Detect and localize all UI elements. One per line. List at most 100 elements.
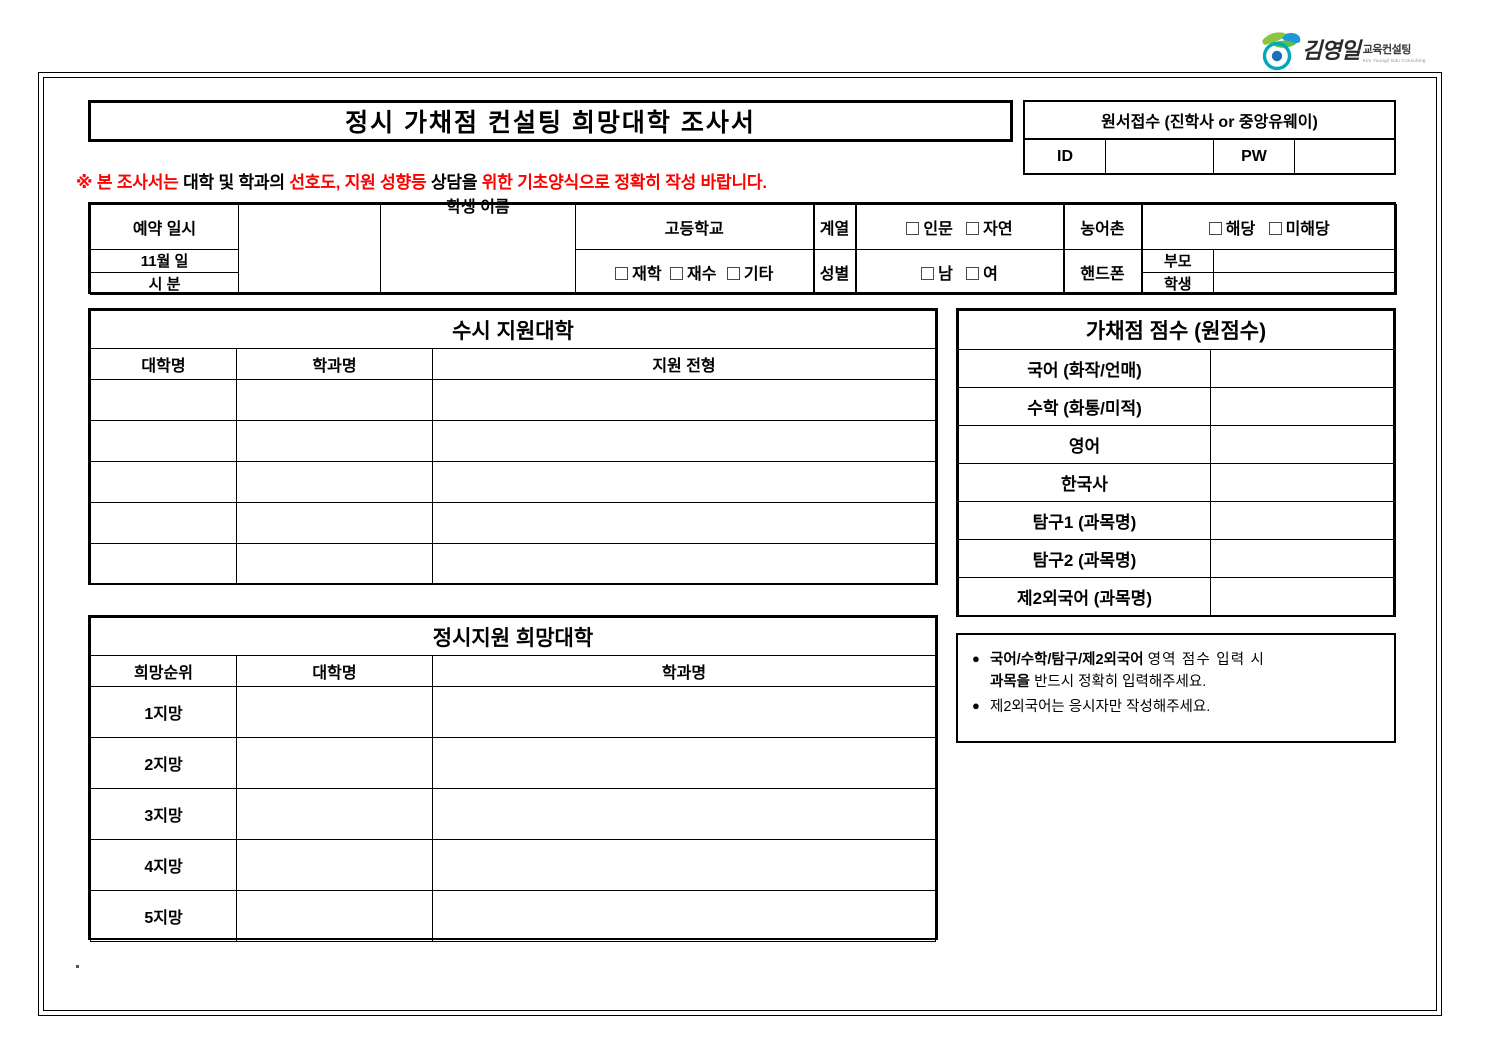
status-option-0: 재학 [632,266,662,283]
registration-id-label: ID [1025,140,1106,173]
phone-student-input[interactable] [1214,273,1396,295]
registration-id-input[interactable] [1106,140,1214,173]
jeongsi-cell-2-1[interactable] [236,788,433,840]
registration-pw-label: PW [1214,140,1295,173]
susi-cell-1-0[interactable] [90,420,237,462]
track-option-0: 인문 [923,221,953,238]
susi-cell-3-0[interactable] [90,502,237,544]
jeongsi-cell-0-2[interactable] [432,686,936,738]
reserve-time-value[interactable]: 시 분 [148,275,181,293]
checkbox-rural-1[interactable] [1268,222,1282,235]
susi-cell-4-2[interactable] [432,543,936,585]
bullet-icon: ● [972,651,980,666]
checkbox-gender-0[interactable] [921,267,935,280]
registration-pw-input[interactable] [1295,140,1394,173]
rural-options[interactable]: 해당 미해당 [1141,204,1397,250]
table-row[interactable]: 한국사 [958,463,1394,502]
notice-part-4: 상담을 [430,173,482,192]
jeongsi-cell-3-2[interactable] [432,839,936,891]
student-info-table: 예약 일시 학생 이름 고등학교 계열 인문 자연 농어촌 해당 미해당 [88,199,1397,295]
notice-part-3: 선호도, 지원 성향등 [289,173,431,192]
reserver-input[interactable] [238,204,381,295]
jeongsi-cell-1-2[interactable] [432,737,936,789]
track-option-1: 자연 [983,221,1013,238]
table-row[interactable] [90,379,936,421]
phone-label: 핸드폰 [1063,249,1143,295]
jeongsi-rank-1: 2지망 [90,737,237,789]
table-row[interactable]: 1지망 [90,686,936,738]
table-row[interactable]: 영어 [958,425,1394,464]
susi-cell-2-1[interactable] [236,461,433,503]
table-row[interactable]: 탐구2 (과목명) [958,539,1394,578]
note-item-1-line2-bold: 과목을 [990,674,1031,691]
table-row[interactable] [90,461,936,503]
table-row[interactable]: 제2외국어 (과목명) [958,577,1394,616]
track-options[interactable]: 인문 자연 [855,204,1065,250]
jeongsi-cell-0-1[interactable] [236,686,433,738]
reserve-date-value[interactable]: 11월 일 [91,250,238,273]
score-input-5[interactable] [1210,539,1394,578]
logo-subtitle: 교육컨설팅 [1362,44,1412,56]
checkbox-status-2[interactable] [726,267,740,280]
student-status-options[interactable]: 재학 재수 기타 [575,249,815,295]
table-row[interactable] [90,420,936,462]
reserve-datetime-cell[interactable]: 11월 일 시 분 [90,249,239,295]
score-input-1[interactable] [1210,387,1394,426]
company-logo: 김영일 교육컨설팅 Kim Youngil Edu Consulting [1258,22,1438,76]
phone-values[interactable] [1213,249,1397,295]
checkbox-gender-1[interactable] [966,267,980,280]
table-row[interactable]: 탐구1 (과목명) [958,501,1394,540]
gender-options[interactable]: 남 여 [855,249,1065,295]
susi-cell-4-0[interactable] [90,543,237,585]
note-item-1-bold: 국어/수학/탐구/제2외국어 [990,652,1144,668]
notice-text: ※ 본 조사서는 대학 및 학과의 선호도, 지원 성향등 상담을 위한 기초양… [76,168,767,193]
score-label-5: 탐구2 (과목명) [958,539,1211,578]
table-row[interactable]: 국어 (화작/언매) [958,349,1394,388]
note-item-1-line2-rest: 반드시 정확히 입력해주세요. [1034,674,1207,691]
jeongsi-col-2: 학과명 [432,655,936,687]
susi-cell-0-0[interactable] [90,379,237,421]
student-name-label: 학생 이름 [446,199,510,216]
susi-cell-4-1[interactable] [236,543,433,585]
checkbox-track-0[interactable] [906,222,920,235]
susi-cell-3-2[interactable] [432,502,936,544]
table-row[interactable]: 3지망 [90,788,936,840]
registration-box: 원서접수 (진학사 or 중앙유웨이) ID PW [1023,100,1396,175]
jeongsi-cell-4-2[interactable] [432,890,936,942]
jeongsi-cell-3-1[interactable] [236,839,433,891]
susi-cell-3-1[interactable] [236,502,433,544]
checkbox-rural-0[interactable] [1208,222,1222,235]
score-input-6[interactable] [1210,577,1394,616]
student-name-input[interactable] [381,248,575,294]
table-row[interactable] [90,502,936,544]
table-row[interactable]: 4지망 [90,839,936,891]
score-input-2[interactable] [1210,425,1394,464]
score-label-6: 제2외국어 (과목명) [958,577,1211,616]
score-label-4: 탐구1 (과목명) [958,501,1211,540]
checkbox-track-1[interactable] [966,222,980,235]
checkbox-status-1[interactable] [670,267,684,280]
score-input-0[interactable] [1210,349,1394,388]
bullet-icon: ● [972,697,980,713]
checkbox-status-0[interactable] [615,267,629,280]
table-row[interactable]: 5지망 [90,890,936,942]
table-row[interactable]: 2지망 [90,737,936,789]
score-input-4[interactable] [1210,501,1394,540]
jeongsi-cell-1-1[interactable] [236,737,433,789]
phone-parent-input[interactable] [1214,250,1396,273]
score-label-0: 국어 (화작/언매) [958,349,1211,388]
susi-cell-1-1[interactable] [236,420,433,462]
jeongsi-cell-4-1[interactable] [236,890,433,942]
susi-cell-0-2[interactable] [432,379,936,421]
jeongsi-cell-2-2[interactable] [432,788,936,840]
table-row[interactable] [90,543,936,585]
registration-header: 원서접수 (진학사 or 중앙유웨이) [1025,102,1394,140]
score-input-3[interactable] [1210,463,1394,502]
susi-cell-0-1[interactable] [236,379,433,421]
susi-cell-1-2[interactable] [432,420,936,462]
table-row[interactable]: 수학 (화통/미적) [958,387,1394,426]
susi-col-2: 지원 전형 [432,348,936,380]
page-marker-dot [76,965,79,968]
susi-cell-2-0[interactable] [90,461,237,503]
susi-cell-2-2[interactable] [432,461,936,503]
